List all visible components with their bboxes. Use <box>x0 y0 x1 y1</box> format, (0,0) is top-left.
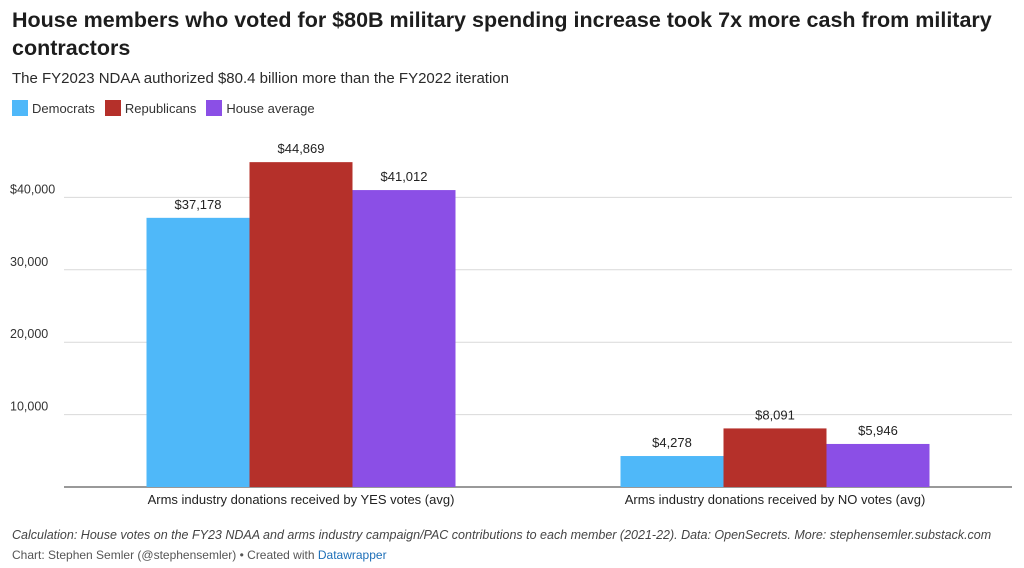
footer-credit: Chart: Stephen Semler (@stephensemler) •… <box>12 548 387 562</box>
data-label-1-1: $8,091 <box>755 407 795 422</box>
y-tick-label-2: 30,000 <box>10 255 48 269</box>
bar-0-2 <box>352 190 456 487</box>
legend-swatch-republicans <box>104 100 121 116</box>
bar-1-1 <box>723 428 827 487</box>
legend-item-democrats: Democrats <box>12 100 95 116</box>
footer-note: Calculation: House votes on the FY23 NDA… <box>12 528 992 542</box>
bar-1-2 <box>826 443 930 487</box>
datawrapper-link[interactable]: Datawrapper <box>317 548 387 562</box>
data-label-0-0: $37,178 <box>175 197 222 212</box>
x-category-label-0: Arms industry donations received by YES … <box>148 492 455 507</box>
data-label-1-2: $5,946 <box>858 423 898 438</box>
legend-item-house-average: House average <box>206 100 315 116</box>
data-label-0-2: $41,012 <box>381 169 428 184</box>
chart-subtitle: The FY2023 NDAA authorized $80.4 billion… <box>12 70 509 87</box>
y-tick-label-3: $40,000 <box>10 182 55 196</box>
legend-label-republicans: Republicans <box>124 100 197 116</box>
data-label-1-0: $4,278 <box>652 435 692 450</box>
y-tick-label-0: 10,000 <box>10 400 48 414</box>
legend-item-republicans: Republicans <box>104 100 197 116</box>
y-tick-label-1: 20,000 <box>10 327 48 341</box>
bar-0-1 <box>249 162 353 487</box>
footer-credit-text: Chart: Stephen Semler (@stephensemler) •… <box>12 548 318 562</box>
legend-label-house-average: House average <box>226 100 315 116</box>
legend: Democrats Republicans House average <box>12 100 315 116</box>
bar-0-0 <box>146 217 250 487</box>
legend-swatch-house-average <box>206 100 223 116</box>
bar-chart: 10,000 20,000 30,000 $40,000 $37,178 $44,869 $… <box>10 141 1012 507</box>
legend-swatch-democrats <box>12 100 28 116</box>
x-category-label-1: Arms industry donations received by NO v… <box>625 492 926 507</box>
data-label-0-1: $44,869 <box>278 141 325 156</box>
legend-label-democrats: Democrats <box>32 100 95 116</box>
chart-title: House members who voted for $80B militar… <box>12 8 992 60</box>
bar-1-0 <box>620 456 724 487</box>
